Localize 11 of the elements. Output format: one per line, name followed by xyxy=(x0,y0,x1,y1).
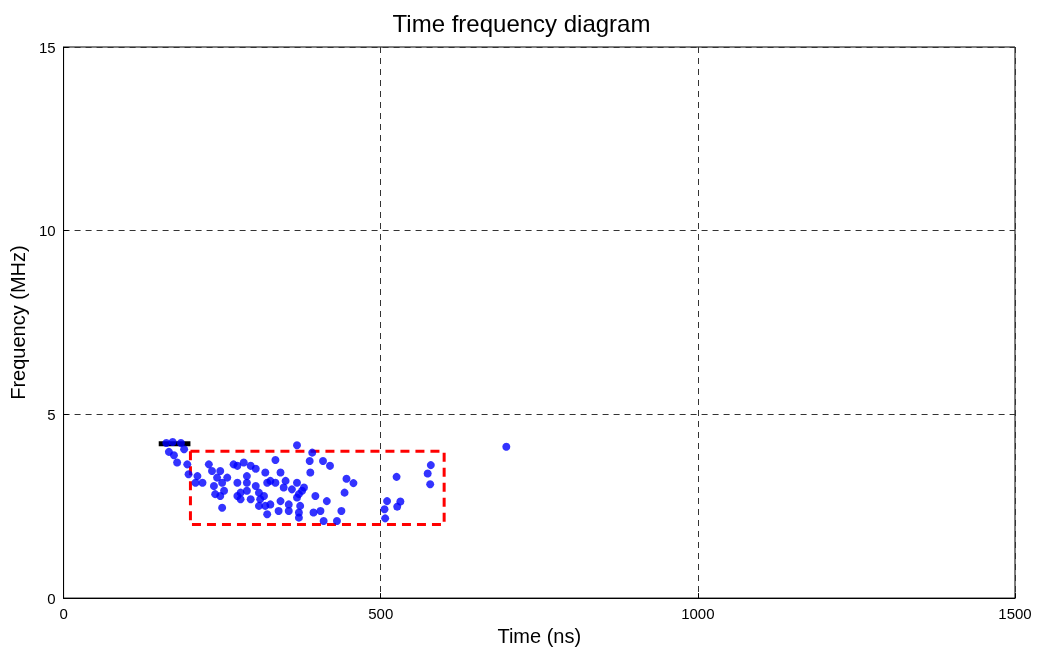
y-axis-title: Frequency (MHz) xyxy=(7,245,29,400)
x-tick-label: 500 xyxy=(368,605,394,623)
x-tick-label: 0 xyxy=(59,605,68,623)
chart-title: Time frequency diagram xyxy=(392,9,651,37)
y-tick-label: 15 xyxy=(38,38,56,56)
y-tick-label: 10 xyxy=(38,222,56,240)
x-axis-title: Time (ns) xyxy=(497,625,582,647)
x-tick-label: 1000 xyxy=(681,605,715,623)
x-tick-label: 1500 xyxy=(998,605,1032,623)
y-tick-label: 5 xyxy=(47,405,56,423)
y-tick-label: 0 xyxy=(47,589,56,607)
